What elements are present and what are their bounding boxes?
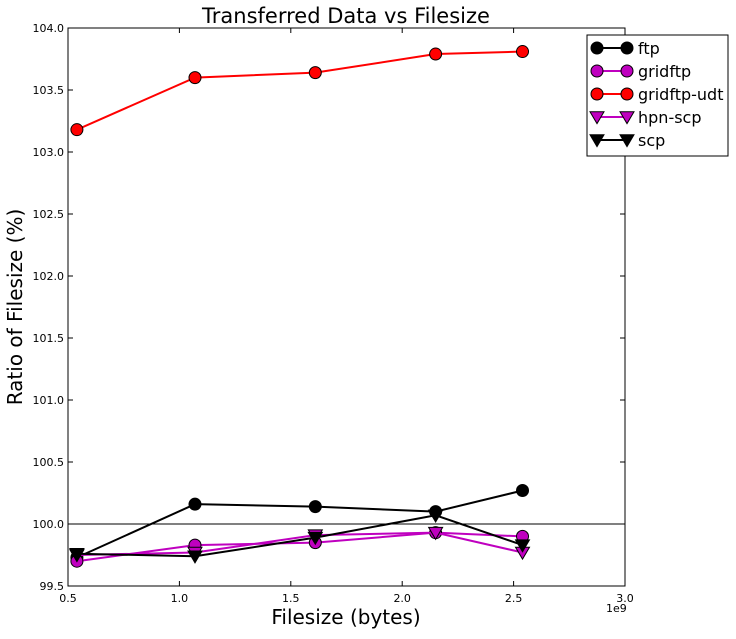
x-axis-multiplier: 1e9 [606,602,627,615]
y-tick-label: 103.0 [33,146,65,159]
legend-label: hpn-scp [638,108,702,127]
y-tick-label: 99.5 [40,580,65,593]
y-tick-label: 101.5 [33,332,65,345]
legend: ftp gridftp gridftp-udt hpn-scp scp [586,34,729,157]
legend-item: gridftp-udt [590,85,723,104]
data-point-marker [188,497,202,511]
data-point-marker [514,539,531,553]
legend-marker [589,134,605,148]
legend-marker [620,41,634,55]
legend-item: scp [589,131,665,150]
data-point-marker [516,45,530,59]
x-axis-title: Filesize (bytes) [271,605,420,629]
data-point-marker [308,66,322,80]
series-layer [69,45,531,568]
legend-marker [619,134,635,148]
legend-marker [589,111,605,125]
x-tick-label: 2.5 [505,592,523,605]
legend-marker [620,87,634,101]
y-axis: 99.5 100.0 100.5 101.0 101.5 102.0 102.5 103.0 1… [33,22,625,593]
series-gridftp-udt [70,45,530,137]
x-tick-label: 3.0 [616,592,634,605]
legend-label: ftp [638,39,660,58]
legend-marker [620,64,634,78]
legend-label: gridftp [638,62,691,81]
data-point-marker [187,550,203,564]
legend-marker [590,64,604,78]
legend-item: gridftp [590,62,691,81]
y-tick-label: 100.5 [33,456,65,469]
x-tick-label: 2.0 [393,592,411,605]
legend-label: gridftp-udt [638,85,723,104]
x-axis: 0.5 1.0 1.5 2.0 2.5 3.0 [59,28,634,605]
legend-label: scp [638,131,665,150]
plot-frame [67,27,626,587]
y-tick-label: 102.5 [33,208,65,221]
x-tick-label: 1.5 [282,592,300,605]
y-axis-title: Ratio of Filesize (%) [3,209,27,406]
data-point-marker [69,548,85,562]
data-point-marker [429,47,443,61]
data-point-marker [308,500,322,514]
data-point-marker [70,123,84,137]
chart-title: Transferred Data vs Filesize [201,4,490,28]
y-tick-label: 102.0 [33,270,65,283]
x-tick-label: 1.0 [171,592,189,605]
x-tick-label: 0.5 [59,592,77,605]
y-tick-label: 104.0 [33,22,65,35]
y-tick-label: 103.5 [33,84,65,97]
legend-item: ftp [590,39,660,58]
data-point-marker [427,526,444,541]
plot-area [67,27,626,587]
data-point-marker [516,484,530,498]
legend-item: hpn-scp [589,108,702,127]
legend-marker [619,111,635,125]
y-tick-label: 101.0 [33,394,65,407]
series-scp [69,509,531,564]
data-point-marker [188,71,202,85]
legend-box [586,34,729,157]
legend-marker [590,41,604,55]
y-tick-label: 100.0 [33,518,65,531]
data-point-marker [307,531,324,546]
data-point-marker [427,509,444,523]
legend-marker [590,87,604,101]
